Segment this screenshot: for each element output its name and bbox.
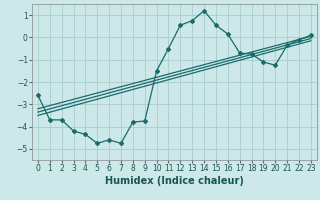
X-axis label: Humidex (Indice chaleur): Humidex (Indice chaleur) (105, 176, 244, 186)
